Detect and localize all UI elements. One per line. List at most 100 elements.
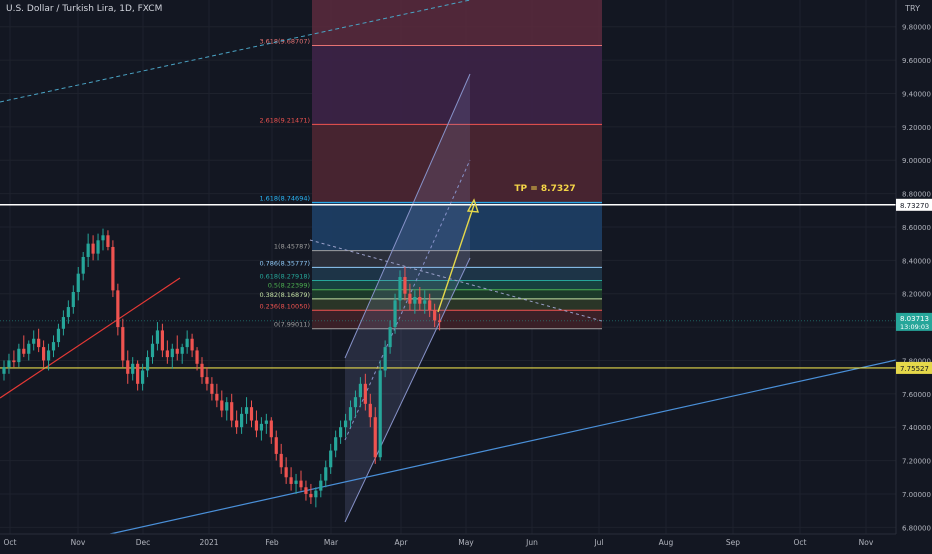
tp-arrow-head	[466, 198, 480, 213]
candle-body	[91, 243, 95, 254]
candle-body	[180, 347, 184, 354]
candle-body	[165, 350, 169, 358]
candle-body	[279, 453, 283, 468]
fib-band	[312, 310, 602, 329]
candle-body	[398, 277, 402, 301]
y-tick-label: 7.40000	[902, 424, 931, 432]
candle-body	[358, 383, 362, 398]
y-tick-label: 7.60000	[902, 391, 931, 399]
x-tick-label: Jul	[593, 538, 603, 547]
candle-body	[200, 363, 204, 378]
y-tick-label: 7.00000	[902, 491, 931, 499]
y-tick-label: 7.80000	[902, 357, 931, 365]
candle-body	[225, 402, 229, 411]
candle-body	[408, 293, 412, 304]
x-tick-label: Aug	[659, 538, 674, 547]
candle-body	[76, 273, 80, 293]
candle-body	[175, 348, 179, 354]
candle-body	[22, 348, 26, 354]
support-price-label: 7.75527	[900, 365, 929, 373]
candle-body	[249, 407, 254, 421]
tp-price-label: 8.73270	[900, 202, 929, 210]
candle-body	[185, 338, 189, 348]
x-tick-label: May	[458, 538, 474, 547]
candle-body	[294, 480, 298, 484]
candle-body	[195, 350, 199, 364]
candle-body	[324, 467, 328, 481]
y-tick-label: 8.80000	[902, 191, 931, 199]
fib-band	[312, 289, 602, 299]
x-tick-label: Mar	[324, 538, 339, 547]
candle-body	[309, 493, 313, 498]
candle-body	[284, 467, 288, 478]
candle-body	[428, 300, 432, 311]
candle-body	[264, 420, 268, 424]
candle-body	[423, 300, 427, 304]
candle-body	[205, 377, 209, 384]
candle-body	[299, 480, 303, 488]
candle-body	[37, 338, 41, 348]
candle-body	[433, 310, 437, 321]
candle-body	[7, 360, 11, 368]
teal-dashed-trendline	[0, 0, 471, 103]
y-tick-label: 6.80000	[902, 524, 931, 532]
channel-bottom-line	[344, 257, 471, 523]
fib-level-label: 0(7.99011)	[274, 321, 310, 329]
candle-body	[46, 350, 51, 361]
candle-body	[329, 450, 333, 468]
fib-band	[312, 267, 602, 281]
x-tick-label: Dec	[136, 538, 151, 547]
x-tick-label: Feb	[265, 538, 279, 547]
candle-body	[388, 327, 392, 348]
price-channel	[345, 74, 470, 522]
fib-zone-3618	[312, 45, 602, 125]
currency-label: TRY	[905, 4, 920, 13]
fib-level-label: 0.236(8.10050)	[259, 302, 310, 310]
x-tick-label: Oct	[794, 538, 807, 547]
fib-level-label: 0.5(8.22399)	[268, 282, 310, 290]
x-tick-label: Oct	[4, 538, 17, 547]
candle-body	[12, 360, 16, 363]
y-tick-label: 9.40000	[902, 90, 931, 98]
tp-arrow-line	[437, 204, 475, 313]
x-tick-label: Nov	[859, 538, 874, 547]
candle-body	[378, 370, 382, 458]
candle-body	[289, 477, 293, 484]
fib-zone-1618	[312, 202, 602, 251]
candle-body	[403, 277, 407, 294]
candle-body	[61, 317, 65, 329]
last-price-badge	[896, 312, 932, 331]
fib-zone-top	[312, 0, 602, 46]
candle-body	[363, 383, 367, 404]
fib-band	[312, 298, 602, 311]
candle-body	[111, 246, 115, 291]
candle-body	[413, 297, 417, 304]
y-tick-label: 8.20000	[902, 291, 931, 299]
candle-body	[254, 420, 259, 431]
tp-annotation: TP = 8.7327	[514, 184, 575, 194]
x-tick-label: Sep	[726, 538, 740, 547]
candle-body	[131, 363, 135, 374]
fib-level-label: 1.618(8.74694)	[259, 194, 310, 202]
candle-body	[383, 347, 387, 371]
candle-body	[17, 348, 21, 363]
candle-body	[32, 338, 36, 344]
candle-body	[141, 370, 145, 384]
candle-body	[2, 367, 6, 374]
x-tick-label: Nov	[71, 538, 86, 547]
candle-body	[51, 342, 56, 351]
candle-body	[343, 420, 348, 428]
candle-body	[269, 420, 273, 438]
candle-body	[210, 383, 214, 394]
candle-body	[42, 347, 46, 361]
fib-band	[312, 250, 602, 268]
last-price-label: 8.03713	[900, 315, 929, 323]
candle-body	[81, 256, 85, 274]
red-trendline	[0, 277, 181, 399]
symbol-title: U.S. Dollar / Turkish Lira, 1D, FXCM	[6, 4, 163, 14]
y-tick-label: 9.20000	[902, 124, 931, 132]
y-tick-label: 8.60000	[902, 224, 931, 232]
candle-body	[155, 330, 160, 344]
